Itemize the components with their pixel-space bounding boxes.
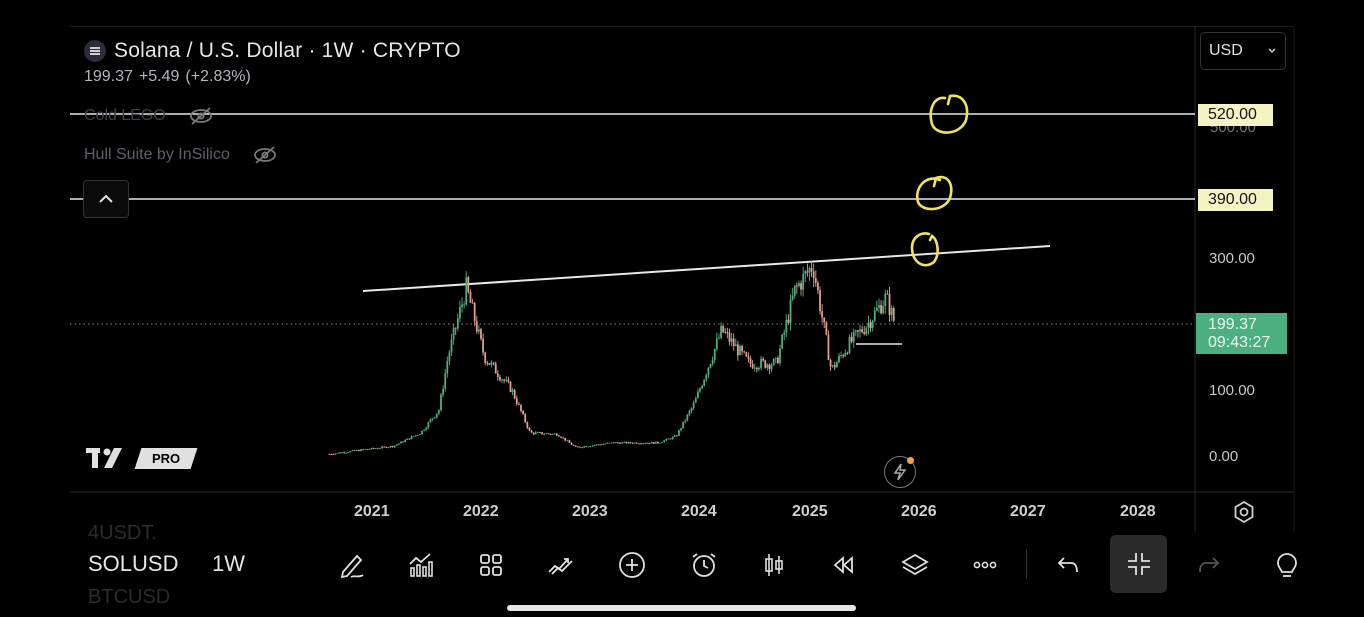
timeframe-button[interactable]: 1W [212, 551, 245, 576]
home-indicator [507, 605, 856, 611]
exit-fullscreen-button[interactable] [1110, 535, 1167, 593]
replay-button[interactable] [825, 546, 863, 584]
drawing-tool-button[interactable] [333, 546, 371, 584]
indicator-hull-suite[interactable]: Hull Suite by InSilico [84, 145, 278, 165]
object-tree-button[interactable] [896, 546, 934, 584]
chart-settings-icon[interactable] [1232, 500, 1256, 524]
indicators-icon [409, 553, 433, 577]
pencil-icon [340, 554, 364, 579]
chart-pane[interactable] [70, 26, 1294, 492]
alerts-button[interactable] [685, 546, 723, 584]
lightbulb-icon [1277, 553, 1297, 577]
current-price: 199.37 [84, 68, 133, 85]
chart-type-button[interactable] [755, 546, 793, 584]
undo-button[interactable] [1049, 546, 1087, 584]
indicator-label: Hull Suite by InSilico [84, 146, 230, 163]
layers-icon [901, 553, 929, 576]
currency-select[interactable]: USD [1200, 32, 1286, 70]
rewind-icon [833, 556, 853, 574]
chevron-up-icon [99, 194, 113, 203]
indicators-button[interactable] [402, 546, 440, 584]
lightning-icon [893, 463, 907, 481]
currency-value: USD [1209, 42, 1243, 59]
price-tick: 0.00 [1209, 448, 1239, 465]
tradingview-logo-icon [86, 448, 122, 468]
bar-countdown: 09:43:27 [1208, 334, 1271, 351]
notification-dot [907, 457, 914, 464]
pro-badge: PRO [134, 447, 198, 469]
redo-button[interactable] [1190, 546, 1228, 584]
tradingview-logo: PRO [86, 446, 198, 470]
more-dots-icon [973, 561, 997, 569]
time-tick: 2024 [681, 503, 717, 520]
compare-button[interactable] [542, 546, 580, 584]
ghost-symbol-bottom: BTCUSD [88, 586, 171, 608]
undo-icon [1057, 557, 1078, 573]
redo-icon [1199, 557, 1220, 573]
time-tick: 2022 [463, 503, 499, 520]
ideas-button[interactable] [1270, 546, 1308, 584]
grid-icon [480, 554, 502, 576]
time-tick: 2028 [1120, 503, 1156, 520]
add-button[interactable] [613, 546, 651, 584]
hline-label-520[interactable]: 520.00 [1198, 104, 1273, 126]
indicator-label: Cold LEGO [84, 107, 166, 124]
time-tick: 2025 [792, 503, 828, 520]
hline-label-390[interactable]: 390.00 [1198, 189, 1273, 211]
chart-legend: Solana / U.S. Dollar · 1W · CRYPTO 199.3… [84, 36, 461, 86]
solana-logo-icon [84, 40, 106, 62]
plus-circle-icon [619, 552, 645, 578]
price-tick: 100.00 [1209, 382, 1255, 399]
time-tick: 2026 [901, 503, 937, 520]
price-tick: 300.00 [1209, 250, 1255, 267]
time-tick: 2023 [572, 503, 608, 520]
candlestick-icon [765, 554, 783, 576]
alerts-bolt-button[interactable] [884, 456, 916, 488]
ghost-symbol-top: 4USDT. [88, 522, 157, 544]
eye-off-icon[interactable] [252, 145, 278, 165]
more-button[interactable] [966, 546, 1004, 584]
collapse-icon [1127, 553, 1150, 575]
alarm-clock-icon [692, 553, 716, 577]
time-tick: 2027 [1010, 503, 1046, 520]
eye-off-icon[interactable] [188, 106, 214, 126]
toolbar-divider [1026, 550, 1027, 578]
compare-icon [548, 558, 573, 575]
price-summary: 199.37 +5.49 (+2.83%) [84, 68, 461, 86]
last-price-label: 199.37 09:43:27 [1196, 313, 1287, 354]
symbol-title[interactable]: Solana / U.S. Dollar · 1W · CRYPTO [114, 39, 461, 62]
collapse-legend-button[interactable] [83, 180, 129, 218]
chevron-down-icon [1268, 48, 1276, 54]
price-change: +5.49 [138, 68, 180, 85]
symbol-button[interactable]: SOLUSD [88, 551, 179, 576]
last-price-value: 199.37 [1208, 316, 1257, 333]
layouts-button[interactable] [472, 546, 510, 584]
indicator-cold-lego[interactable]: Cold LEGO [84, 106, 214, 126]
time-tick: 2021 [354, 503, 390, 520]
price-change-pct: (+2.83%) [185, 68, 251, 85]
